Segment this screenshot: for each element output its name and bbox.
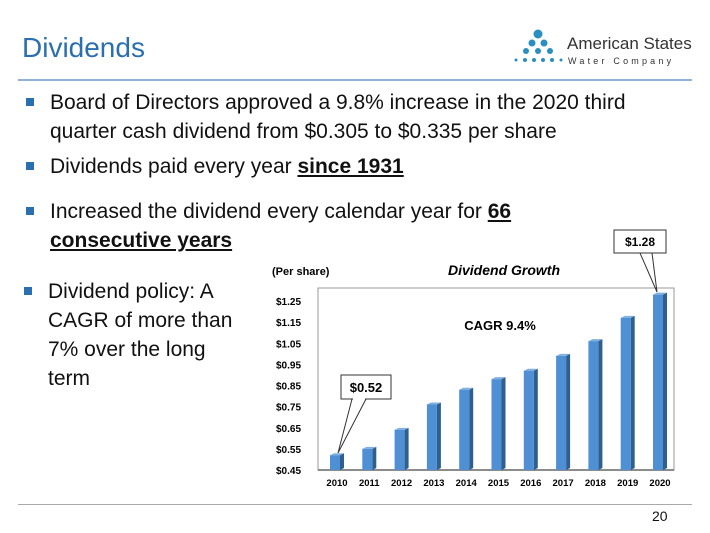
x-tick-label: 2016 [520,478,541,489]
bar-top [362,446,377,449]
bar-top [330,453,344,456]
bar-2012 [394,427,409,470]
x-tick-label: 2014 [456,478,478,489]
bullet-marker [26,162,34,170]
bar-2020 [653,292,667,470]
bar-side [340,453,344,470]
bar-side [533,368,538,470]
logo-subtitle: Water Company [568,56,675,66]
page-number: 20 [652,508,668,524]
logo-name: American States [567,34,692,53]
bar-2016 [523,368,538,470]
bar-face [330,455,340,470]
bar-side [469,387,474,470]
bar-2017 [556,353,571,470]
cagr-annotation: CAGR 9.4% [464,318,536,333]
x-tick-label: 2019 [617,478,638,489]
bar-top [588,339,603,342]
x-tick-label: 2012 [391,478,412,489]
y-tick-label: $1.15 [276,318,301,329]
water-drops-icon [514,29,563,62]
y-tick-label: $0.95 [276,360,301,371]
bar-top [523,368,538,371]
bar-side [501,377,506,470]
bar-top [426,402,441,405]
y-tick-label: $1.05 [276,339,301,350]
bar-face [556,355,567,470]
footer-divider [18,504,692,505]
bar-2014 [459,387,474,470]
bar-side [436,402,441,470]
x-tick-label: 2011 [359,478,380,489]
bar-top [620,315,635,318]
bar-top [394,427,409,430]
bar-face [653,294,663,470]
bullet-dividend-policy: Dividend policy: A CAGR of more than 7% … [24,277,253,393]
bar-2018 [588,339,603,470]
bar-face [362,448,373,470]
bar-face [588,341,599,470]
y-tick-label: $0.75 [276,403,301,414]
bar-face [523,370,534,470]
bar-2011 [362,446,377,470]
x-tick-label: 2017 [553,478,574,489]
x-tick-label: 2010 [326,478,347,489]
company-logo: American States Water Company [512,28,702,70]
chart-title: Dividend Growth [448,262,560,278]
callout-last-label: $1.28 [625,235,655,249]
bar-2013 [426,402,441,470]
bullet-consecutive-years: Increased the dividend every calendar ye… [26,197,605,255]
x-tick-label: 2020 [649,478,670,489]
x-tick-label: 2013 [423,478,444,489]
bar-2015 [491,377,506,470]
bullet-marker [26,98,34,106]
y-tick-label: $0.55 [276,445,301,456]
bar-side [566,353,571,470]
bullet-paid-since: Dividends paid every year since 1931 [26,152,670,181]
bar-side [630,315,635,470]
title-divider [18,79,692,81]
bullet-marker [26,207,34,215]
bar-side [372,446,377,470]
slide-title: Dividends [22,32,145,63]
bar-face [394,429,405,470]
x-tick-label: 2015 [488,478,510,489]
y-tick-label: $1.25 [276,297,301,308]
bar-side [663,292,667,470]
bar-face [620,317,631,470]
bar-top [491,377,506,380]
callout-first: $0.52 [337,374,392,454]
bar-face [491,379,502,470]
bar-face [426,404,437,470]
y-tick-label: $0.85 [276,382,301,393]
y-tick-label: $0.45 [276,466,301,477]
x-tick-label: 2018 [585,478,606,489]
bar-top [653,292,667,295]
bar-2010 [330,453,344,470]
bar-side [404,427,409,470]
bullet-marker [24,287,32,295]
bar-2019 [620,315,635,470]
bar-top [459,387,474,390]
callout-last: $1.28 [613,229,667,293]
callout-first-label: $0.52 [350,380,383,395]
y-axis-label: (Per share) [272,266,330,278]
bar-face [459,389,470,470]
bar-top [556,353,571,356]
y-tick-label: $0.65 [276,424,301,435]
bar-side [598,339,603,470]
bullet-dividend-increase: Board of Directors approved a 9.8% incre… [26,88,695,146]
